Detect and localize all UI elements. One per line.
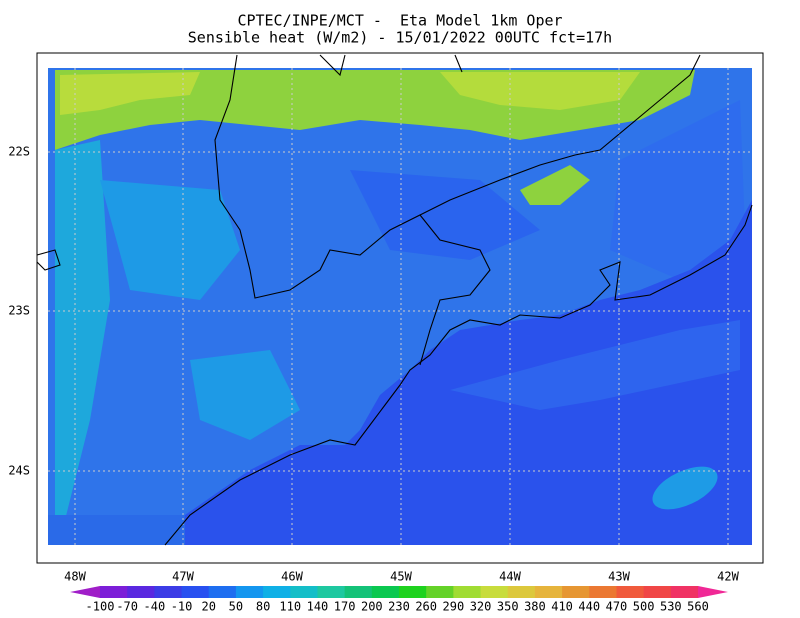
- colorbar-label: 140: [307, 600, 329, 614]
- boundaries: [36, 54, 753, 546]
- colorbar-box: [480, 586, 509, 598]
- field: [48, 68, 752, 545]
- colorbar-end: [698, 586, 728, 598]
- colorbar-box: [100, 586, 128, 598]
- colorbar-label: 350: [497, 600, 519, 614]
- colorbar: -100 -70 -40 -10 20 50 80 110 140 170 200 230 260 290…: [70, 586, 728, 614]
- colorbar-box: [643, 586, 672, 598]
- colorbar-box: [344, 586, 373, 598]
- colorbar-box: [181, 586, 210, 598]
- colorbar-box: [562, 586, 590, 598]
- colorbar-box: [154, 586, 183, 598]
- colorbar-label: 380: [524, 600, 546, 614]
- colorbar-label: 470: [606, 600, 628, 614]
- colorbar-label: 260: [415, 600, 437, 614]
- lon-label: 44W: [499, 570, 521, 584]
- colorbar-box: [371, 586, 400, 598]
- colorbar-box: [507, 586, 536, 598]
- lon-label: 45W: [390, 570, 412, 584]
- lat-label: 23S: [8, 304, 30, 318]
- lon-label: 47W: [172, 570, 194, 584]
- title-line: CPTEC/INPE/MCT - Eta Model 1km Oper: [237, 12, 562, 30]
- colorbar-label: 410: [551, 600, 573, 614]
- colorbar-label: 200: [361, 600, 383, 614]
- colorbar-label: 500: [633, 600, 655, 614]
- title-line: Sensible heat (W/m2) - 15/01/2022 00UTC …: [188, 29, 612, 47]
- colorbar-box: [534, 586, 563, 598]
- colorbar-box: [670, 586, 699, 598]
- colorbar-label: 50: [229, 600, 243, 614]
- lat-label: 22S: [8, 145, 30, 159]
- colorbar-label: 560: [687, 600, 709, 614]
- colorbar-box: [453, 586, 482, 598]
- colorbar-box: [208, 586, 237, 598]
- colorbar-box: [235, 586, 264, 598]
- colorbar-label: -70: [116, 600, 138, 614]
- colorbar-label: -100: [86, 600, 115, 614]
- colorbar-label: 440: [578, 600, 600, 614]
- colorbar-label: 530: [660, 600, 682, 614]
- lon-label: 46W: [281, 570, 303, 584]
- colorbar-label: 80: [256, 600, 270, 614]
- colorbar-box: [616, 586, 645, 598]
- lon-label: 43W: [608, 570, 630, 584]
- colorbar-box: [426, 586, 454, 598]
- colorbar-label: 110: [279, 600, 301, 614]
- colorbar-box: [290, 586, 318, 598]
- colorbar-box: [263, 586, 291, 598]
- lon-label: 42W: [717, 570, 739, 584]
- colorbar-label: 290: [443, 600, 465, 614]
- colorbar-box: [127, 586, 155, 598]
- colorbar-label: 20: [202, 600, 216, 614]
- lon-label: 48W: [64, 570, 86, 584]
- colorbar-label: -40: [144, 600, 166, 614]
- colorbar-label: -10: [171, 600, 193, 614]
- colorbar-label: 230: [388, 600, 410, 614]
- grid: [48, 68, 752, 545]
- colorbar-box: [317, 586, 346, 598]
- lat-label: 24S: [8, 464, 30, 478]
- colorbar-label: 320: [470, 600, 492, 614]
- colorbar-end: [70, 586, 100, 598]
- colorbar-label: 170: [334, 600, 356, 614]
- colorbar-box: [589, 586, 617, 598]
- colorbar-box: [399, 586, 427, 598]
